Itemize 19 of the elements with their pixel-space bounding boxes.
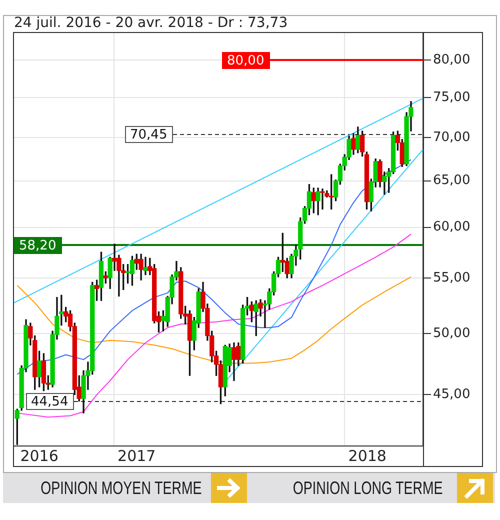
y-tick-label: 50,00 [433,326,470,341]
ref-line-label: 58,20 [19,238,56,254]
y-tick-label: 70,00 [433,130,470,146]
y-tick-label: 55,00 [433,270,470,286]
x-tick-label: 2017 [118,446,156,465]
candlestick [320,188,325,210]
y-tick-label: 45,00 [433,387,470,402]
ref-line-label: 44,54 [31,394,68,410]
y-tick-label: 75,00 [433,90,470,105]
ref-line-label: 70,45 [130,127,168,142]
text: OPINION LONG TERME [293,477,443,500]
y-tick-label: 65,00 [433,173,470,188]
x-tick-label: 2018 [348,446,386,465]
y-tick-label: 60,00 [433,220,470,235]
text: OPINION MOYEN TERME [40,477,202,500]
x-tick-label: 2016 [20,446,58,465]
chart-title: 24 juil. 2016 - 20 avr. 2018 - Dr : 73,73 [14,15,288,32]
y-tick-label: 80,00 [433,52,470,68]
ref-line-label: 80,00 [227,53,264,68]
